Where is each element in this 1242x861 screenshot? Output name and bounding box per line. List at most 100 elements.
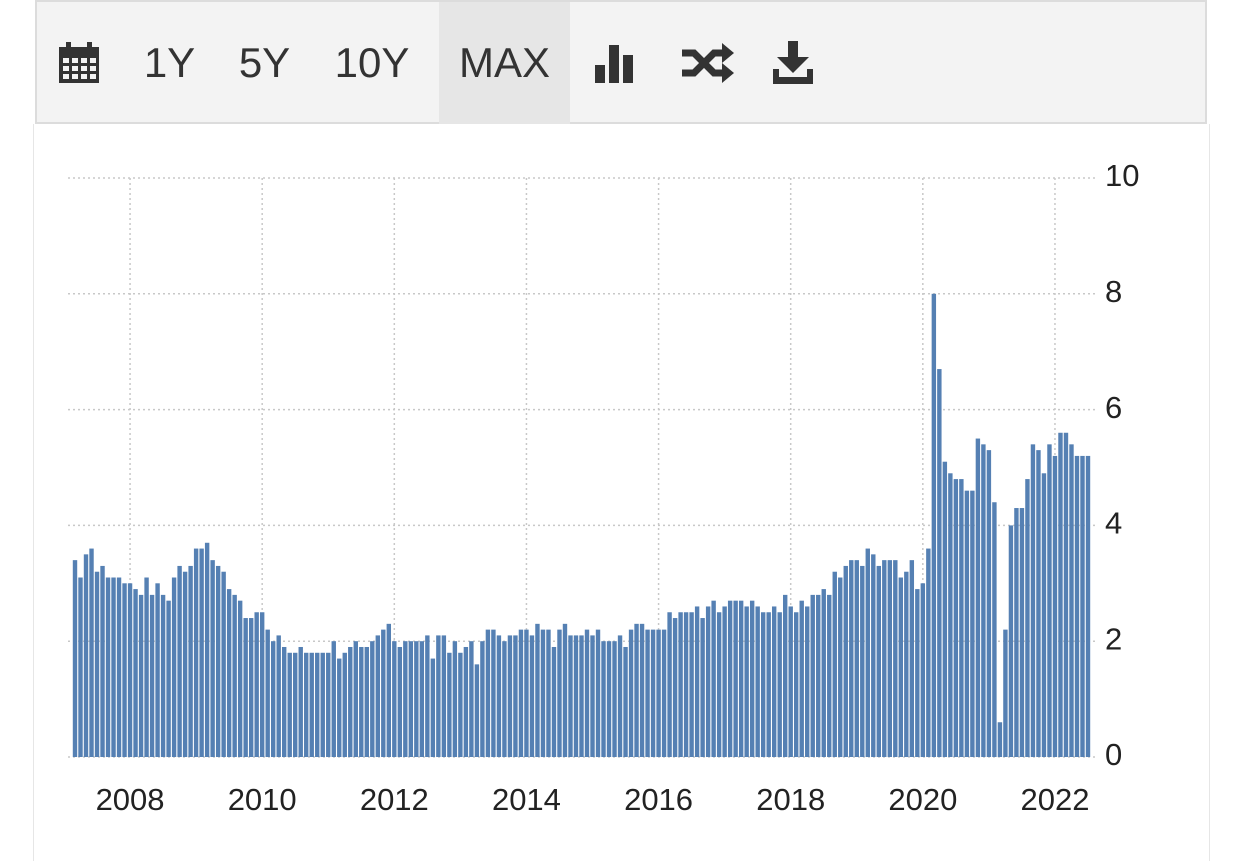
bar [540,629,546,757]
bar [650,629,656,757]
bar [777,612,782,757]
bar [546,629,551,757]
bar [419,641,425,757]
bar [287,652,292,757]
bar [436,635,441,757]
bar [986,450,992,757]
bar [502,641,507,757]
bar [981,444,986,757]
bar [667,612,672,757]
bar [810,594,815,757]
bar [491,629,496,757]
bar [452,641,458,757]
bar [705,606,711,757]
bar [447,652,452,757]
bar [953,479,959,757]
bar [568,635,573,757]
y-tick-label: 4 [1105,506,1122,541]
x-tick-label: 2020 [888,782,957,817]
range-button[interactable]: 1Y [143,39,196,86]
bar [816,594,821,757]
bar [865,548,870,757]
range-button[interactable]: 5Y [238,39,291,86]
bar [337,658,342,757]
bar [127,583,133,757]
x-tick-label: 2010 [228,782,297,817]
bar [474,664,480,757]
bar [1030,444,1036,757]
bar [425,635,430,757]
bar-icon [595,45,633,83]
bar [727,600,733,757]
bar [992,502,997,757]
bar [293,652,298,757]
bar [733,600,738,757]
calendar-button[interactable] [49,2,109,124]
bar [1063,432,1069,757]
bar [276,635,281,757]
bar [315,652,320,757]
bar [326,652,331,757]
bar [259,612,265,757]
bar [342,652,347,757]
bar [1085,455,1091,757]
bar [78,577,83,757]
bar [794,612,799,757]
bar [788,606,793,757]
bar [441,635,447,757]
bar [232,594,237,757]
bar [931,293,937,757]
bar [100,565,105,757]
bar [397,646,403,757]
bar [898,577,904,757]
chart-type-button[interactable] [590,2,640,124]
bar [771,606,777,757]
chart-panel [33,124,1210,861]
compare-button[interactable] [677,2,737,124]
bar [529,635,535,757]
bar [381,629,386,757]
bar [177,565,182,757]
bar [551,646,557,757]
bar [72,560,78,757]
bar [105,577,111,757]
bar [430,658,436,757]
bar [160,594,166,757]
download-button[interactable] [765,2,820,124]
bar [1080,455,1085,757]
bar [496,635,502,757]
bar [133,589,138,757]
bar [970,490,975,757]
bar [716,612,722,757]
bar [926,548,931,757]
bar [700,618,705,757]
bar [94,571,100,757]
bar [370,641,375,757]
bar [1025,479,1030,757]
bar [270,641,276,757]
bar [166,600,171,757]
bar [348,646,353,757]
range-button[interactable]: 10Y [334,39,410,86]
bar [904,571,909,757]
range-button[interactable]: MAX [439,2,570,124]
bar [915,589,920,757]
bar [1058,432,1063,757]
bar [672,618,678,757]
bar [606,641,612,757]
bar [403,641,408,757]
bar [628,629,634,757]
bar [997,722,1003,757]
bar [832,571,837,757]
bar [237,600,243,757]
bar [359,646,364,757]
bar [849,560,854,757]
bar [254,612,259,757]
bar [83,554,89,757]
bar [639,623,645,757]
bar [485,629,491,757]
bar [1036,450,1041,757]
bar [590,635,595,757]
bar [843,565,848,757]
x-tick-label: 2016 [624,782,693,817]
